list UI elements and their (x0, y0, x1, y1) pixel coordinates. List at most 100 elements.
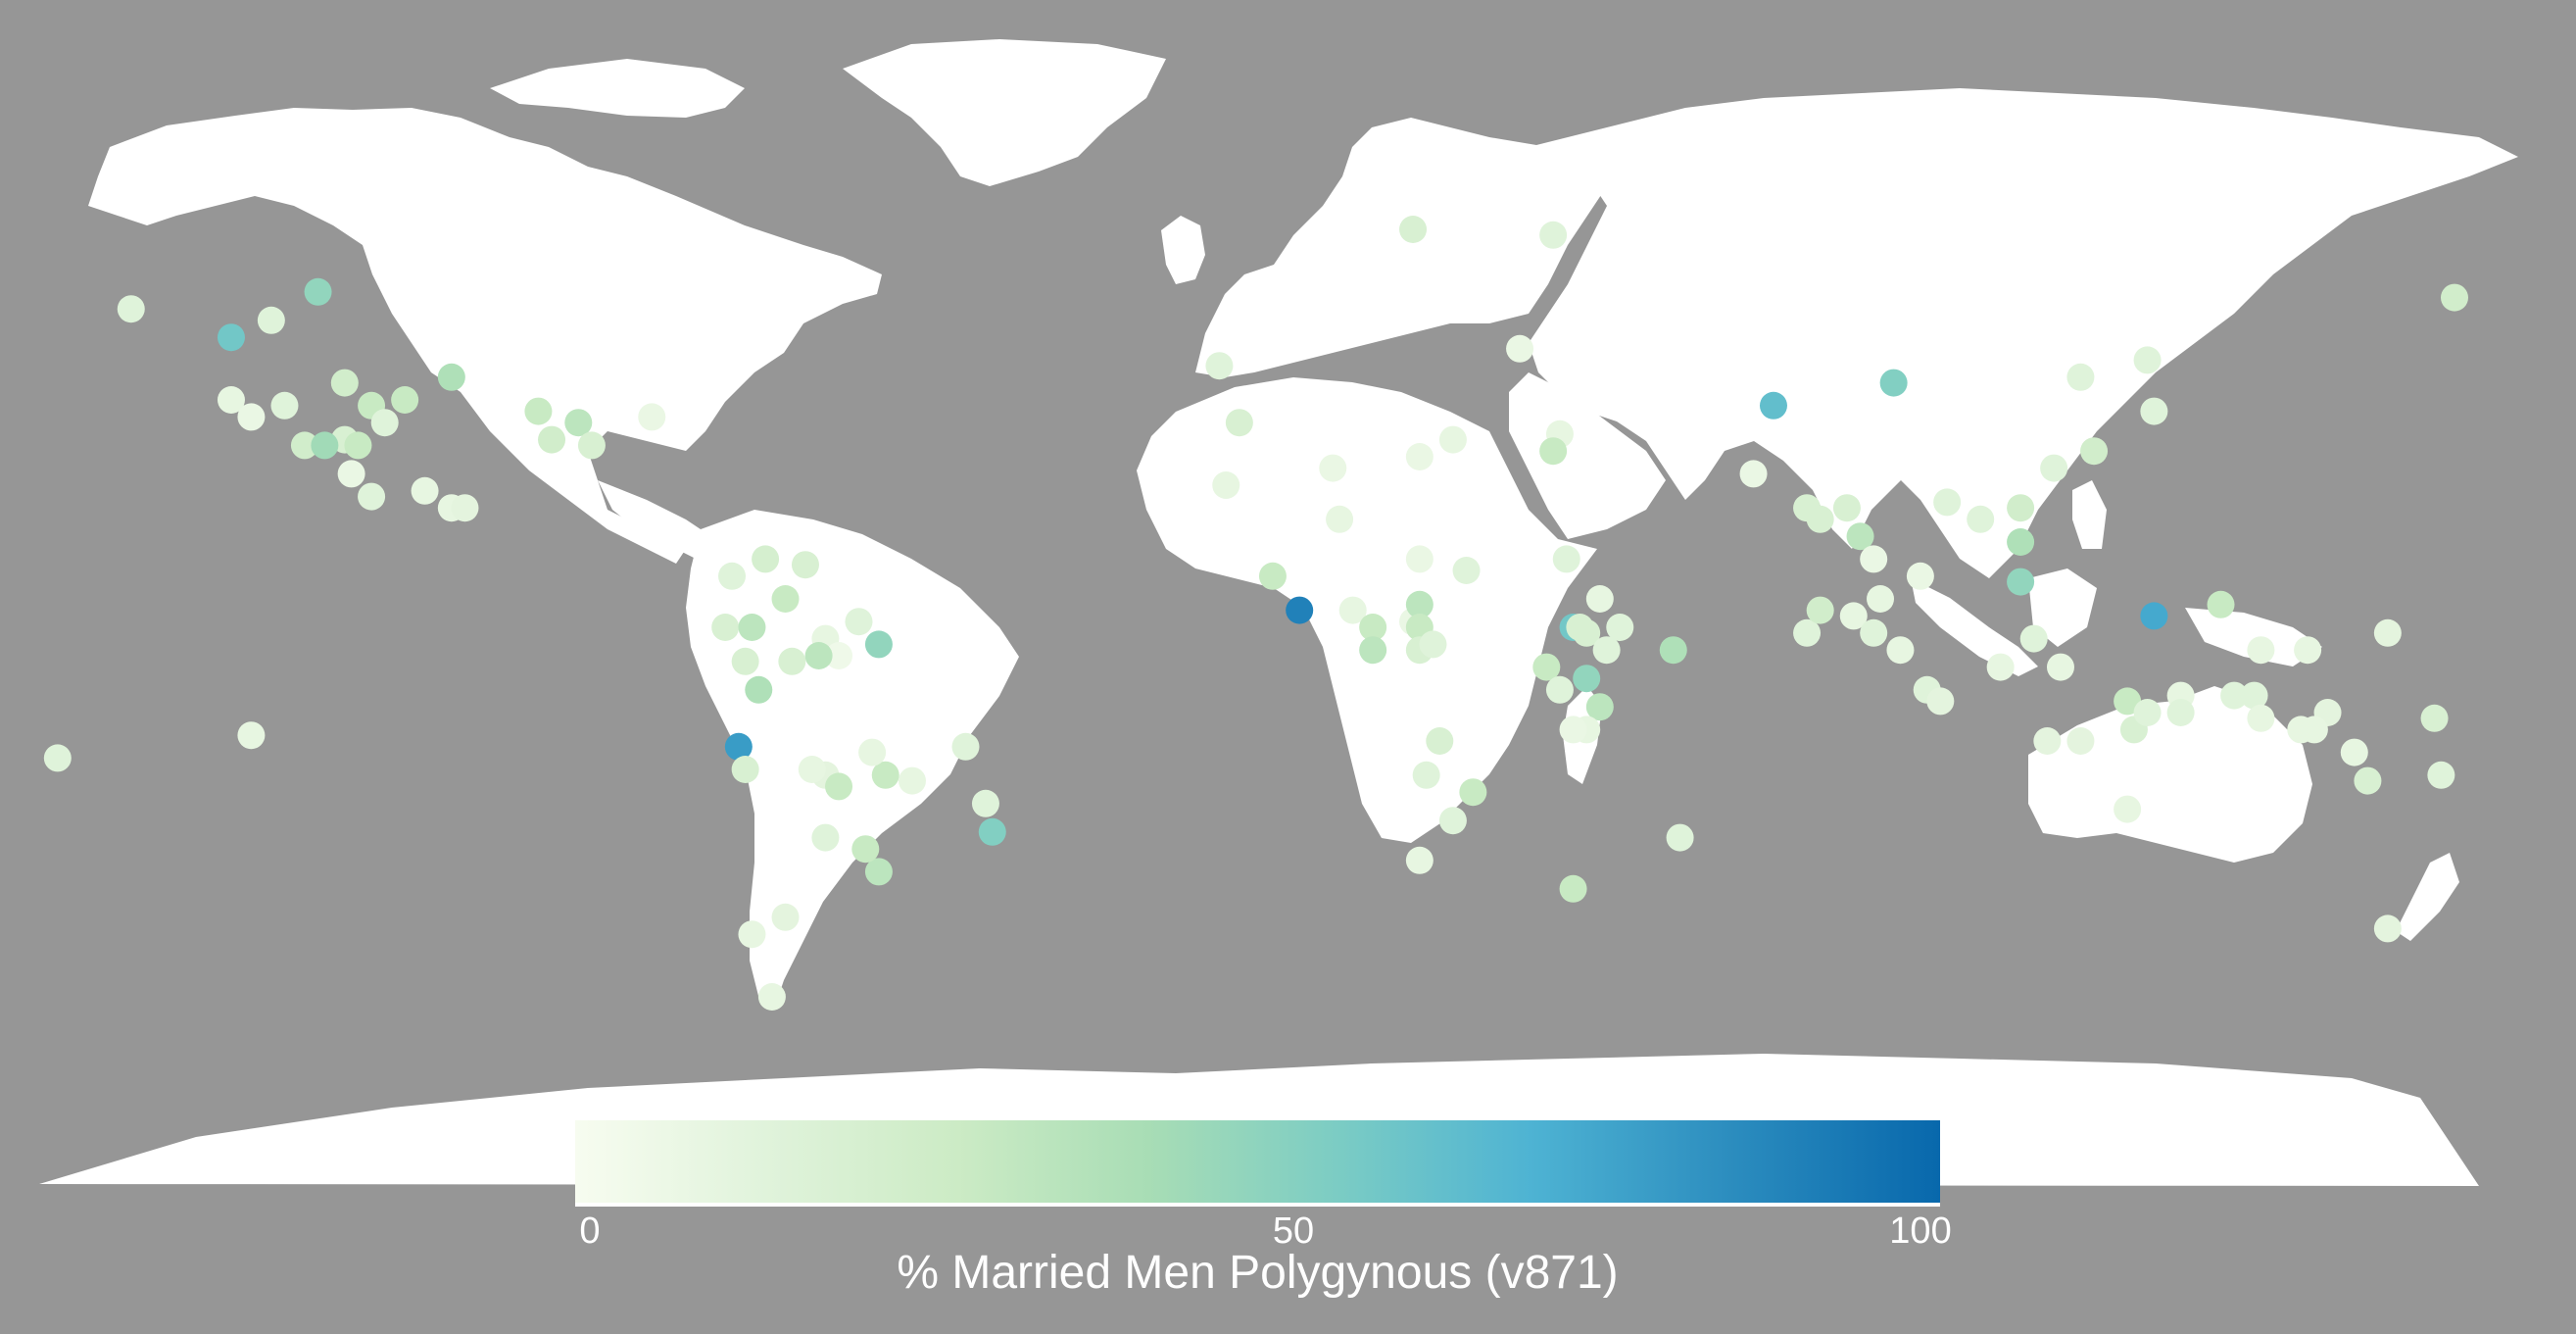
society-point-27 (752, 545, 780, 573)
society-point-94 (1559, 874, 1587, 903)
society-point-100 (1212, 471, 1240, 499)
society-point-108 (1832, 494, 1861, 522)
society-point-118 (2007, 528, 2035, 556)
society-point-3 (257, 306, 285, 334)
society-point-120 (1967, 505, 1995, 533)
society-point-45 (871, 761, 899, 789)
society-point-5 (237, 403, 266, 431)
society-point-14 (290, 431, 318, 460)
society-point-39 (864, 630, 893, 659)
society-point-80 (1552, 545, 1580, 573)
legend-tick-50: 50 (1272, 1210, 1315, 1252)
society-point-117 (2007, 494, 2035, 522)
society-point-35 (731, 647, 759, 675)
society-point-64 (1359, 614, 1387, 641)
land-new-guinea (2185, 608, 2322, 667)
society-point-44 (825, 772, 853, 801)
society-point-130 (2207, 590, 2235, 618)
society-point-126 (1906, 562, 1934, 590)
society-point-116 (2040, 454, 2068, 482)
land-north-america (88, 108, 882, 564)
society-point-74 (1412, 761, 1440, 789)
society-point-111 (1933, 488, 1962, 517)
society-point-127 (1860, 618, 1888, 647)
society-point-135 (1986, 653, 2015, 681)
society-point-17 (358, 482, 386, 511)
society-point-84 (1585, 585, 1614, 613)
society-point-30 (738, 614, 766, 641)
society-point-138 (2114, 687, 2142, 716)
society-point-90 (1559, 716, 1587, 744)
society-point-149 (2133, 699, 2162, 726)
society-point-155 (2427, 761, 2455, 789)
society-point-71 (1419, 630, 1447, 659)
land-south-america (686, 510, 1019, 1010)
society-point-78 (1438, 425, 1467, 454)
society-point-68 (1405, 590, 1434, 618)
society-point-147 (2066, 727, 2095, 755)
society-point-103 (1539, 437, 1568, 466)
society-point-43 (798, 756, 826, 783)
society-point-150 (2166, 699, 2195, 726)
society-point-146 (2033, 727, 2062, 755)
society-point-141 (2240, 681, 2268, 710)
society-point-50 (978, 817, 1006, 846)
society-point-99 (1225, 409, 1253, 437)
society-point-10 (391, 386, 419, 414)
society-point-23 (564, 409, 593, 437)
society-point-20 (451, 494, 479, 522)
society-point-36 (745, 675, 773, 704)
legend-title: % Married Men Polygynous (v871) (897, 1247, 1619, 1299)
society-point-56 (757, 983, 786, 1011)
legend-tick-0: 0 (579, 1210, 601, 1252)
society-point-115 (2080, 437, 2109, 466)
society-point-0 (117, 295, 145, 323)
society-point-129 (2140, 602, 2168, 630)
society-point-11 (370, 409, 399, 437)
society-point-158 (2441, 283, 2468, 312)
society-point-73 (1426, 727, 1454, 755)
society-point-154 (2340, 738, 2368, 766)
society-point-28 (771, 585, 800, 613)
land-indonesia-west (1911, 578, 2038, 676)
society-point-140 (2220, 681, 2249, 710)
society-point-101 (1506, 334, 1534, 363)
society-point-59 (1258, 562, 1287, 590)
society-point-125 (1867, 585, 1895, 613)
society-point-24 (577, 431, 606, 460)
society-point-85 (1532, 653, 1561, 681)
society-point-22 (538, 425, 566, 454)
land-new-zealand (2396, 853, 2459, 941)
society-point-98 (1205, 352, 1234, 380)
points-layer (43, 216, 2468, 1011)
society-point-6 (270, 391, 299, 420)
society-point-46 (898, 766, 926, 795)
society-point-41 (731, 756, 759, 783)
land-arabia (1509, 372, 1666, 539)
society-point-54 (771, 903, 800, 931)
society-point-122 (1793, 618, 1822, 647)
society-point-151 (2114, 795, 2142, 823)
society-point-1 (304, 277, 332, 306)
society-point-87 (1573, 665, 1601, 693)
society-point-49 (971, 789, 999, 817)
society-point-106 (1739, 460, 1768, 488)
society-point-112 (2066, 363, 2095, 391)
society-point-60 (1286, 596, 1314, 624)
land-europe (1195, 118, 1607, 377)
society-point-93 (1659, 636, 1687, 665)
land-philippines (2072, 480, 2107, 549)
society-point-110 (1846, 522, 1874, 551)
society-point-152 (2420, 704, 2449, 732)
society-point-136 (2019, 624, 2048, 653)
society-point-40 (724, 732, 753, 761)
society-point-121 (1860, 545, 1888, 573)
land-greenland (843, 39, 1166, 186)
society-point-119 (2007, 568, 2035, 596)
society-point-67 (1405, 545, 1434, 573)
society-point-97 (1539, 221, 1568, 249)
land-africa (1137, 377, 1597, 843)
land-arctic-islands (490, 59, 745, 118)
society-point-62 (1326, 505, 1354, 533)
